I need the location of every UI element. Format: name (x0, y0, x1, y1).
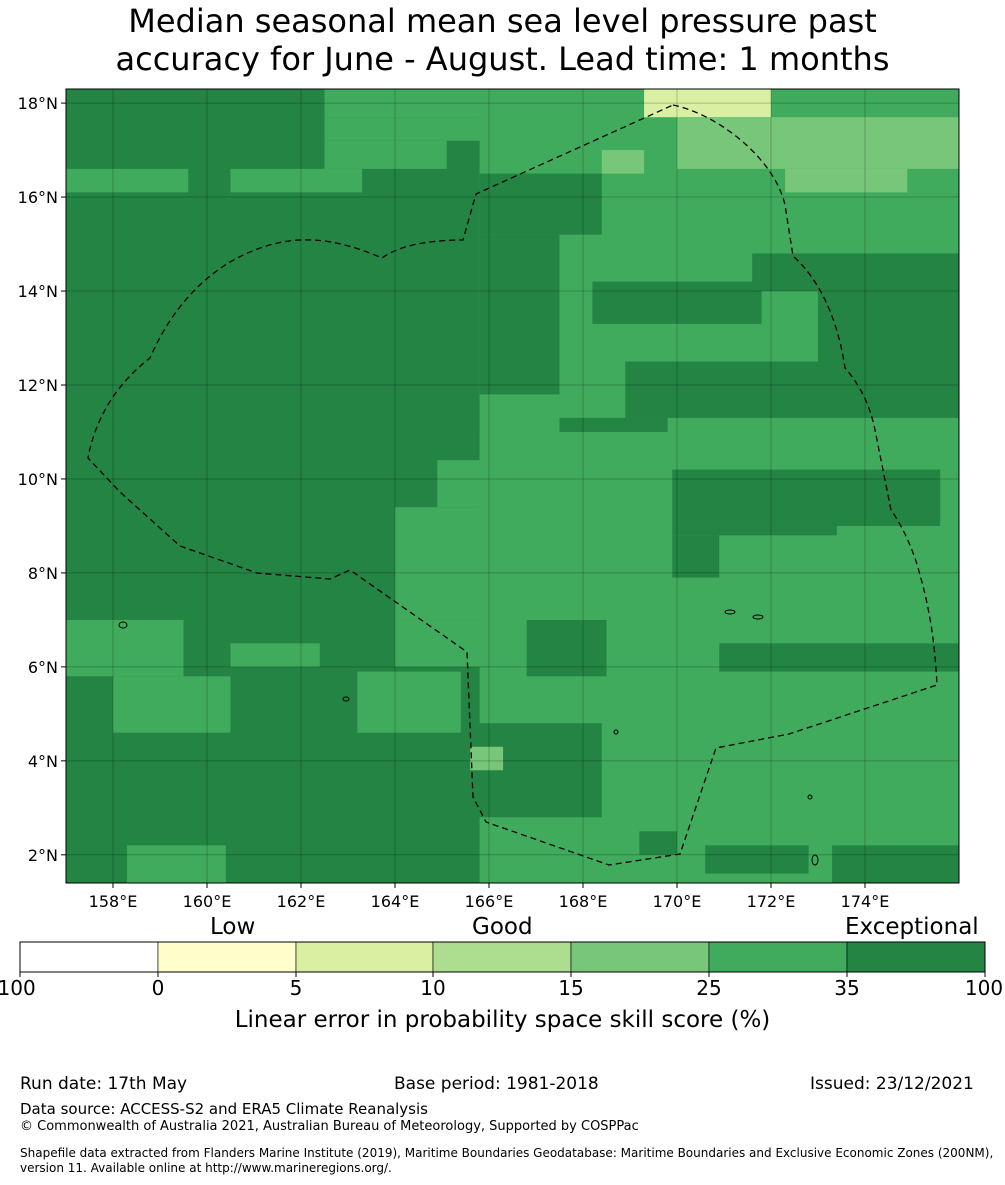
skill-cell (559, 417, 668, 437)
skill-cell (526, 619, 607, 677)
colorbar-segment (846, 941, 986, 973)
skill-cell (752, 253, 959, 292)
chart-title: Median seasonal mean sea level pressure … (0, 2, 1005, 78)
skill-cell (672, 535, 720, 578)
skill-cell (66, 89, 480, 883)
skill-cell (705, 845, 809, 874)
island-outline (118, 621, 128, 629)
copyright-notice: © Commonwealth of Australia 2021, Austra… (20, 1119, 639, 1134)
colorbar-outline (19, 941, 986, 973)
colorbar-tick: -100 (0, 976, 36, 1000)
colorbar-tick: 10 (420, 976, 446, 1000)
skill-cell (625, 361, 959, 418)
island-outline (724, 609, 736, 615)
colorbar-label: Linear error in probability space skill … (234, 1007, 771, 1033)
skill-cell (672, 469, 941, 526)
colorbar-segment (295, 941, 434, 973)
island-outline (811, 854, 819, 866)
skill-cell (437, 460, 602, 508)
lat-tick-label: 10°N (18, 470, 58, 489)
skill-cell (818, 291, 959, 362)
skill-cell (324, 89, 959, 118)
skill-cell (470, 746, 504, 771)
colorbar-segment (19, 941, 159, 973)
island-outline (752, 614, 764, 620)
skill-cell (785, 168, 908, 193)
island-outline (807, 794, 813, 800)
eez-boundary (87, 104, 938, 866)
skill-cell (719, 643, 959, 672)
colorbar-segment (432, 941, 572, 973)
skill-grid (66, 89, 959, 883)
lat-tick-label: 18°N (18, 94, 58, 113)
lon-tick-label: 168°E (559, 892, 608, 911)
graticule (66, 89, 959, 883)
skill-cell (677, 117, 959, 169)
skill-cell (479, 431, 668, 461)
skill-cell (66, 168, 189, 193)
base-period: Base period: 1981-2018 (394, 1074, 599, 1094)
colorbar-tick: 100 (964, 976, 1004, 1000)
skill-cell (644, 89, 771, 118)
title-line-1: Median seasonal mean sea level pressure … (128, 2, 877, 40)
issued-date: Issued: 23/12/2021 (810, 1074, 974, 1094)
colorbar-segment (570, 941, 710, 973)
lat-tick-label: 4°N (28, 752, 58, 771)
lon-tick-label: 162°E (277, 892, 326, 911)
skill-cell (324, 140, 447, 169)
skill-cell (113, 676, 231, 733)
lat-tick-label: 2°N (28, 846, 58, 865)
skill-cell (66, 89, 325, 174)
lon-tick-label: 160°E (183, 892, 232, 911)
skill-cell (601, 150, 645, 174)
shapefile-credit: Shapefile data extracted from Flanders M… (20, 1146, 994, 1175)
skill-cell (395, 619, 527, 667)
title-line-2: accuracy for June - August. Lead time: 1… (115, 40, 890, 78)
skill-cell (324, 117, 536, 141)
colorbar-segment (708, 941, 848, 973)
skill-cell (592, 281, 762, 324)
island-outline (342, 696, 350, 702)
colorbar-tick: 15 (558, 976, 584, 1000)
colorbar-tick: 0 (151, 976, 165, 1000)
lat-tick-label: 6°N (28, 658, 58, 677)
skill-cell (832, 845, 959, 883)
skill-cell (357, 671, 461, 733)
skill-cell (127, 845, 226, 883)
colorbar-tick: 35 (834, 976, 860, 1000)
island-outlines (118, 609, 819, 866)
skill-cell (230, 643, 320, 667)
skill-cell (672, 525, 837, 536)
lon-tick-label: 158°E (89, 892, 138, 911)
lon-tick-label: 166°E (465, 892, 514, 911)
island-outline (613, 729, 619, 735)
skill-cell (479, 173, 602, 235)
skill-cell (66, 619, 184, 677)
colorbar-tick: 5 (289, 976, 303, 1000)
colorbar-segment (157, 941, 297, 973)
colorbar-category-good: Good (472, 914, 533, 940)
lat-tick-label: 8°N (28, 564, 58, 583)
lon-axis: 158°E 160°E 162°E 164°E 166°E 168°E 170°E 172°E… (89, 883, 890, 911)
lon-tick-label: 172°E (747, 892, 796, 911)
data-source: Data source: ACCESS-S2 and ERA5 Climate … (20, 1100, 428, 1118)
colorbar-category-exceptional: Exceptional (845, 914, 979, 940)
run-date: Run date: 17th May (20, 1074, 188, 1094)
skill-cell (395, 507, 602, 620)
colorbar-tick: 25 (696, 976, 722, 1000)
colorbar-category-low: Low (210, 914, 256, 940)
lat-axis: 2°N 4°N 6°N 8°N 10°N 12°N 14°N 16°N 18°N (18, 94, 66, 865)
lon-tick-label: 164°E (371, 892, 420, 911)
lat-tick-label: 16°N (18, 188, 58, 207)
skill-cell (479, 234, 560, 395)
lat-tick-label: 14°N (18, 282, 58, 301)
colorbar (19, 941, 986, 977)
skill-cell (639, 831, 677, 855)
lon-tick-label: 170°E (653, 892, 702, 911)
map-frame (65, 88, 960, 884)
lat-tick-label: 12°N (18, 376, 58, 395)
lon-tick-label: 174°E (841, 892, 890, 911)
skill-cell (230, 168, 363, 193)
